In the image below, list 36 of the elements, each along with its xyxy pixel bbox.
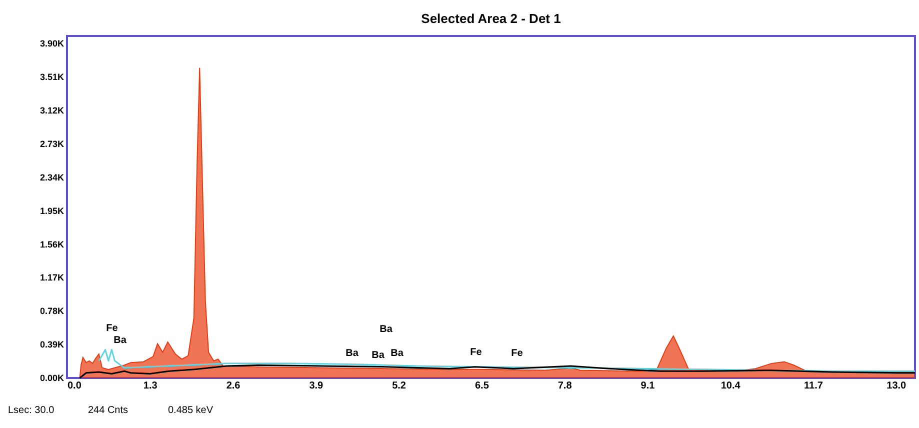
y-tick-label: 0.78K <box>40 306 64 316</box>
annotation: Fe <box>470 347 482 358</box>
annotation: Ba <box>380 324 393 335</box>
annotation: Ba <box>372 350 385 361</box>
x-tick-label: 11.7 <box>804 380 824 392</box>
y-tick-label: 0.39K <box>40 340 64 350</box>
annotation: Ba <box>346 348 359 359</box>
x-tick-label: 0.0 <box>68 380 82 392</box>
y-tick-label: 3.12K <box>40 106 64 116</box>
y-tick-label: 3.51K <box>40 72 64 82</box>
y-tick-label: 0.00K <box>40 373 64 383</box>
x-tick-label: 6.5 <box>474 380 490 392</box>
x-tick-label: 10.4 <box>720 380 741 392</box>
annotation: Fe <box>511 348 524 359</box>
x-tick-label: 13.0 <box>886 380 907 392</box>
text: 0.485 keV <box>168 405 214 416</box>
x-tick-label: 9.1 <box>640 380 656 392</box>
text: Lsec: 30.0 <box>8 405 55 416</box>
x-tick-label: 5.2 <box>392 380 406 392</box>
y-tick-label: 1.95K <box>40 206 64 216</box>
annotation: Ba <box>390 348 404 359</box>
x-tick-label: 3.9 <box>309 380 324 392</box>
y-tick-label: 2.73K <box>40 139 64 149</box>
x-tick-label: 2.6 <box>226 380 241 392</box>
y-tick-label: 1.56K <box>40 239 64 250</box>
text: 244 Cnts <box>88 405 128 416</box>
y-tick-label: 2.34K <box>40 172 64 182</box>
x-tick-label: 7.8 <box>558 380 572 392</box>
annotation: Ba <box>114 335 127 346</box>
line-series <box>79 364 916 379</box>
line-series <box>98 348 916 372</box>
y-tick-label: 1.17K <box>40 272 64 283</box>
y-tick-label: 3.90K <box>40 38 64 49</box>
chart-title: Selected Area 2 - Det 1 <box>421 11 561 26</box>
x-tick-label: 1.3 <box>143 380 158 392</box>
annotation: Fe <box>106 323 118 334</box>
